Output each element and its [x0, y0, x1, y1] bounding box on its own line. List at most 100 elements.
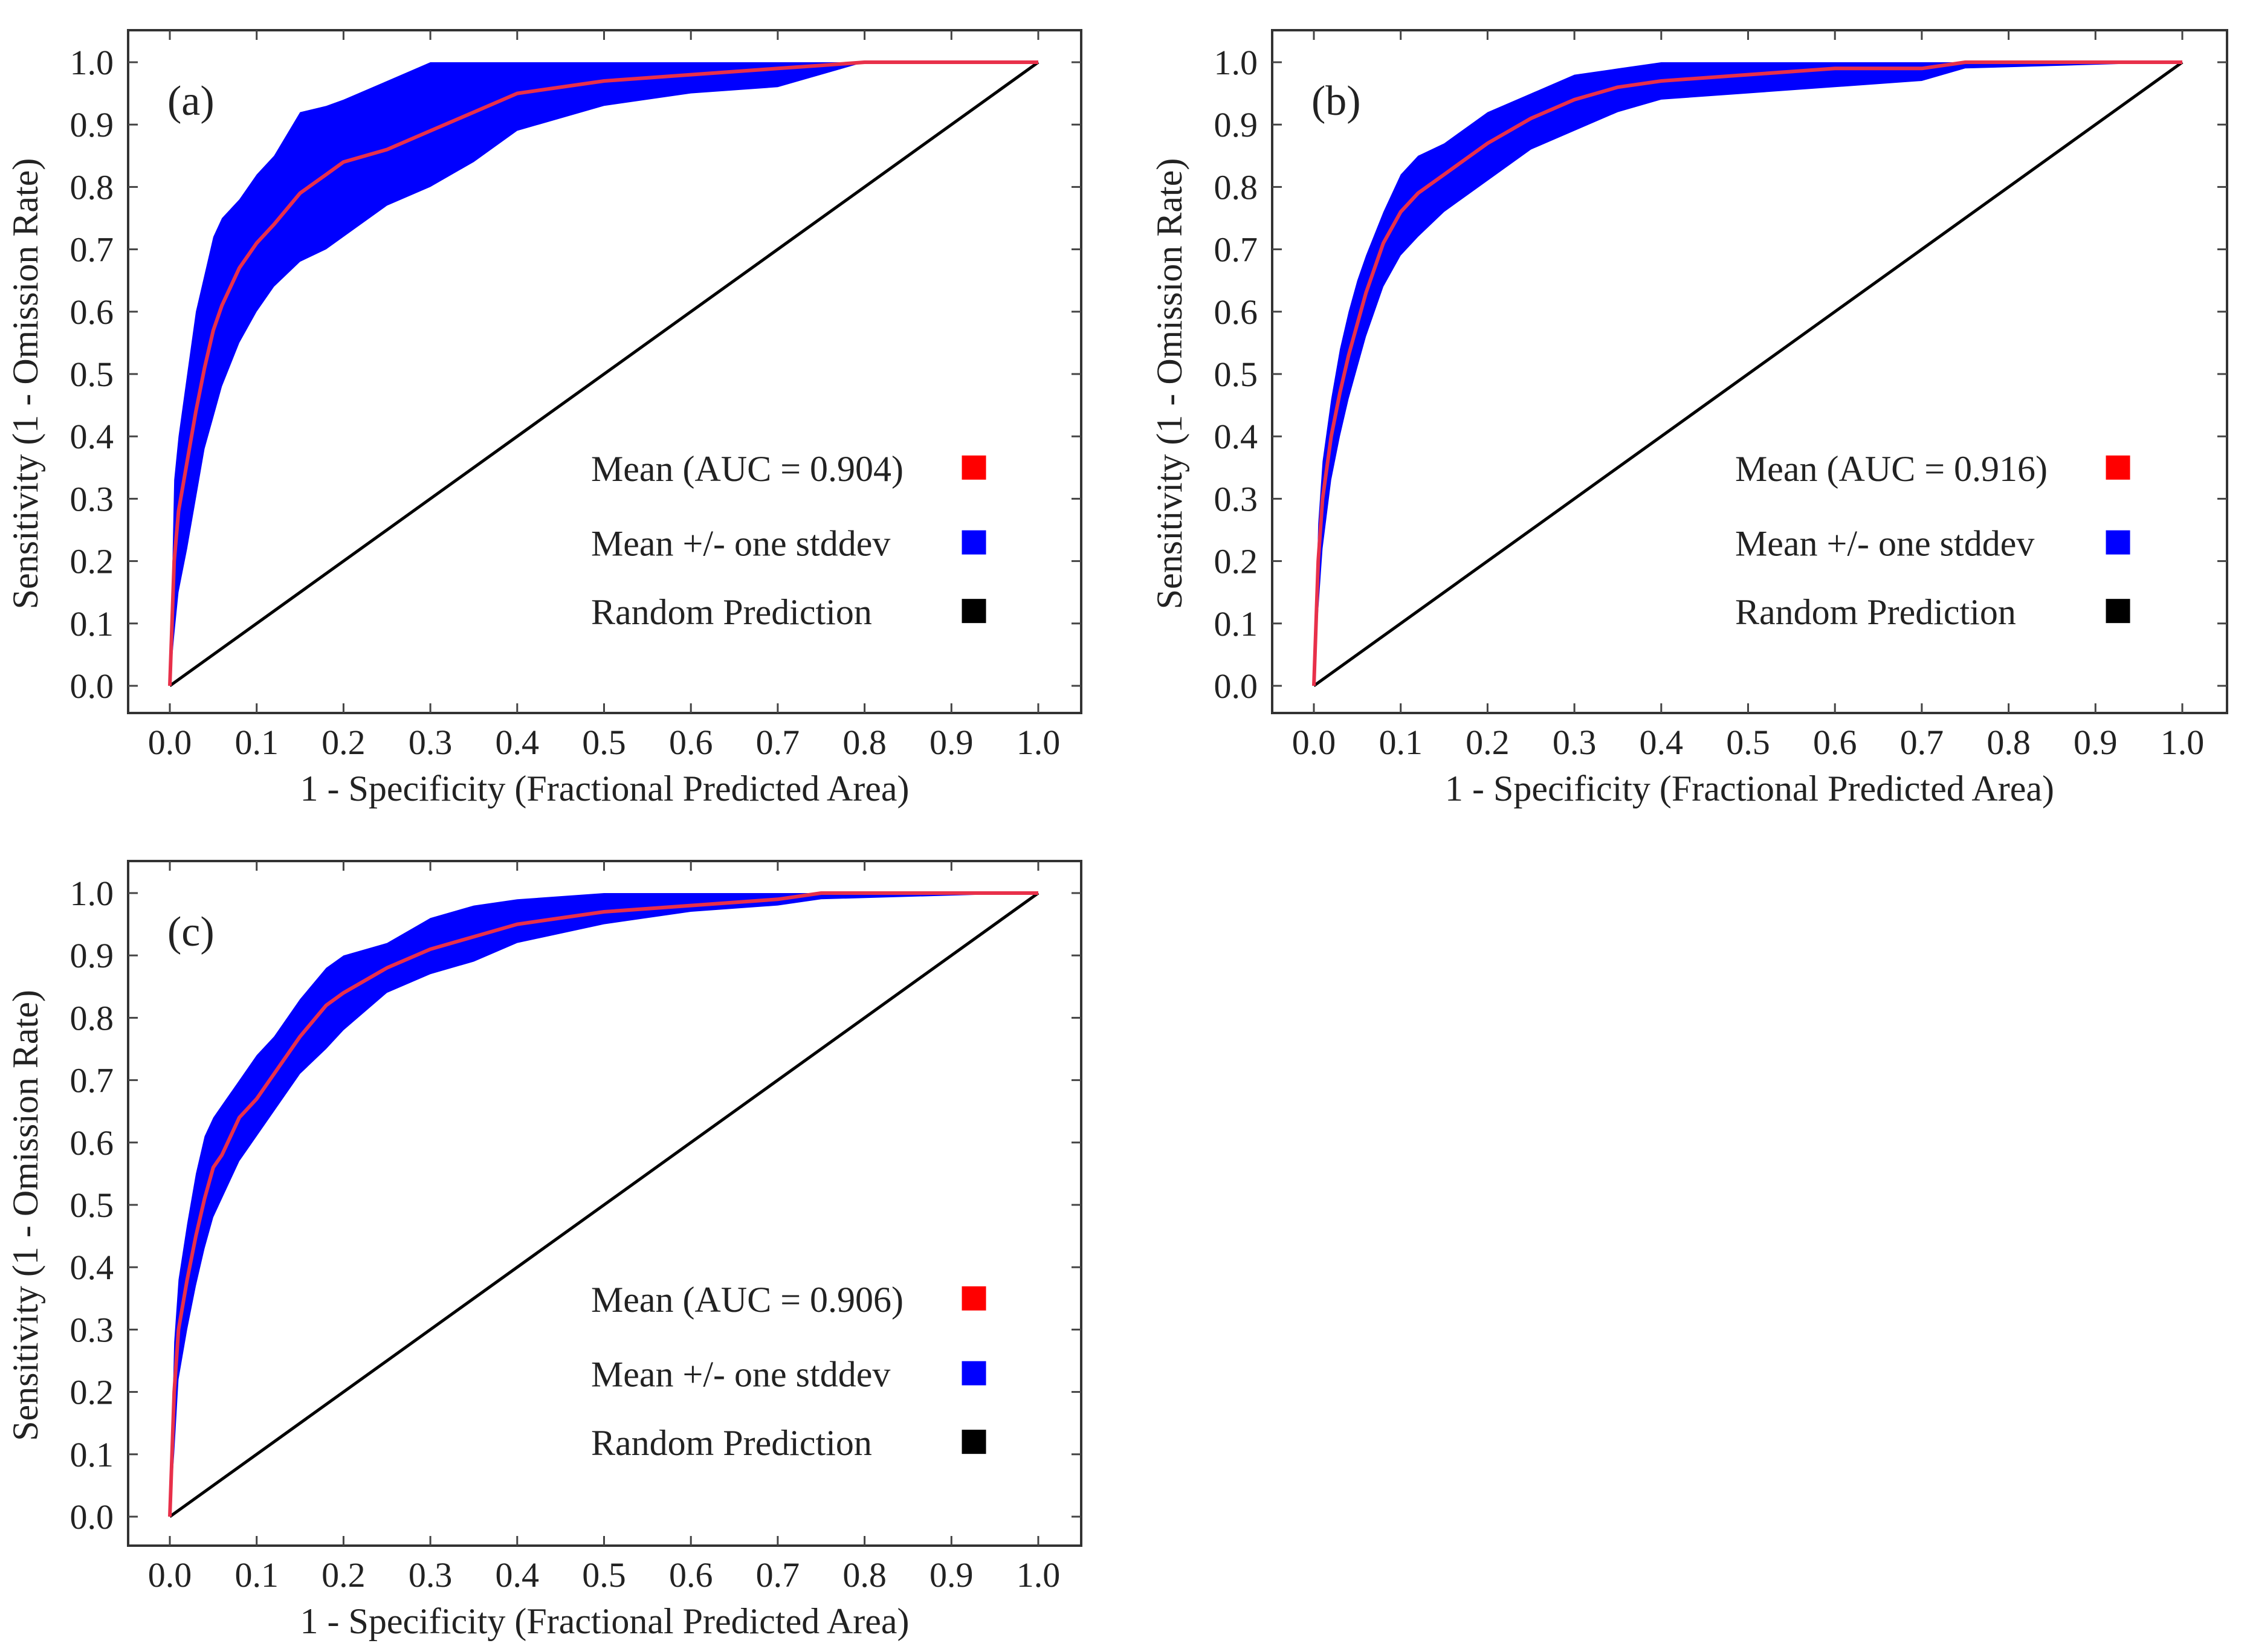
y-tick-label: 0.3 [1214, 479, 1258, 518]
x-tick-label: 0.4 [496, 723, 540, 762]
y-tick-label: 0.9 [70, 936, 114, 975]
legend-swatch [2106, 599, 2130, 624]
y-axis-label: Sensitivity (1 - Omission Rate) [1149, 158, 1189, 610]
random-prediction-line [169, 60, 1039, 688]
y-tick-label: 0.1 [70, 604, 114, 644]
x-tick-label: 0.6 [669, 723, 713, 762]
legend-label: Mean (AUC = 0.906) [591, 1280, 904, 1320]
x-tick-label: 1.0 [1017, 723, 1061, 762]
legend-label: Mean +/- one stddev [1735, 524, 2034, 564]
legend-swatch [962, 1361, 986, 1386]
legend-swatch [2106, 530, 2130, 555]
legend-label: Random Prediction [591, 592, 872, 632]
x-tick-label: 0.4 [496, 1555, 540, 1595]
y-tick-label: 0.5 [70, 355, 114, 394]
y-tick-label: 0.7 [70, 230, 114, 269]
mean-roc-line [1312, 60, 2182, 686]
x-tick-label: 0.7 [756, 723, 800, 762]
random-prediction-line [1313, 60, 2184, 688]
x-tick-label: 0.3 [409, 1555, 453, 1595]
y-axis-label: Sensitivity (1 - Omission Rate) [5, 990, 45, 1441]
x-tick-label: 1.0 [1017, 1555, 1061, 1595]
chart-panel-c: 0.0 0.1 0.2 0.3 0.4 0.5 0.6 0.7 0.8 0.9 1.0 0.0 0.1 0… [5, 860, 1082, 1641]
x-tick-label: 0.1 [1379, 723, 1423, 762]
y-tick-label: 0.4 [70, 417, 114, 456]
legend-label: Random Prediction [1735, 592, 2016, 632]
x-tick-label: 0.1 [234, 1555, 279, 1595]
x-tick-label: 0.6 [669, 1555, 713, 1595]
x-tick-label: 0.0 [148, 723, 192, 762]
y-tick-label: 0.2 [70, 1373, 114, 1412]
y-tick-label: 1.0 [1214, 43, 1258, 82]
y-tick-label: 0.4 [70, 1248, 114, 1287]
y-tick-label: 0.6 [70, 292, 114, 332]
x-axis-label: 1 - Specificity (Fractional Predicted Ar… [1445, 769, 2054, 808]
legend-label: Mean +/- one stddev [591, 1355, 890, 1395]
y-tick-label: 1.0 [70, 874, 114, 913]
y-tick-label: 0.8 [70, 998, 114, 1037]
y-tick-label: 0.1 [70, 1435, 114, 1474]
y-tick-label: 0.4 [1214, 417, 1258, 456]
y-tick-label: 0.9 [1214, 105, 1258, 144]
chart-panel-b: 0.0 0.1 0.2 0.3 0.4 0.5 0.6 0.7 0.8 0.9 1.0 0.0 0.1 0… [1149, 29, 2228, 808]
panel-label: (b) [1311, 78, 1361, 124]
y-tick-label: 0.8 [1214, 167, 1258, 207]
y-tick-label: 0.2 [1214, 542, 1258, 581]
y-tick-label: 0.6 [70, 1123, 114, 1163]
x-tick-label: 0.2 [322, 1555, 366, 1595]
x-tick-label: 0.0 [148, 1555, 192, 1595]
legend-swatch [962, 530, 986, 555]
legend-label: Random Prediction [591, 1423, 872, 1463]
legend-swatch [962, 1286, 986, 1311]
x-tick-label: 1.0 [2161, 723, 2205, 762]
x-tick-label: 0.8 [1987, 723, 2031, 762]
y-tick-label: 0.0 [70, 666, 114, 706]
x-tick-label: 0.5 [582, 1555, 626, 1595]
legend-label: Mean (AUC = 0.916) [1735, 449, 2048, 489]
random-prediction-line [169, 891, 1039, 1518]
x-tick-label: 0.9 [929, 723, 974, 762]
panel-label: (c) [167, 909, 215, 955]
legend-swatch [2106, 455, 2130, 480]
y-axis-label: Sensitivity (1 - Omission Rate) [5, 158, 45, 610]
x-tick-label: 0.2 [1466, 723, 1510, 762]
x-tick-label: 0.6 [1813, 723, 1857, 762]
x-tick-label: 0.8 [842, 1555, 887, 1595]
legend-swatch [962, 1430, 986, 1454]
y-tick-label: 0.3 [70, 479, 114, 518]
y-tick-label: 0.7 [1214, 230, 1258, 269]
y-tick-label: 0.5 [1214, 355, 1258, 394]
y-tick-label: 0.3 [70, 1310, 114, 1349]
legend-swatch [962, 599, 986, 624]
x-axis-label: 1 - Specificity (Fractional Predicted Ar… [300, 769, 910, 808]
x-tick-label: 0.5 [582, 723, 626, 762]
legend-label: Mean (AUC = 0.904) [591, 449, 904, 489]
y-tick-label: 1.0 [70, 43, 114, 82]
x-tick-label: 0.9 [2074, 723, 2118, 762]
y-tick-label: 0.6 [1214, 292, 1258, 332]
panel-label: (a) [167, 78, 215, 124]
x-tick-label: 0.1 [234, 723, 279, 762]
y-tick-label: 0.1 [1214, 604, 1258, 644]
y-tick-label: 0.2 [70, 542, 114, 581]
y-tick-label: 0.5 [70, 1186, 114, 1225]
y-tick-label: 0.0 [1214, 666, 1258, 706]
chart-panel-a: 0.0 0.1 0.2 0.3 0.4 0.5 0.6 0.7 0.8 0.9 1.0 0.0 0.1 0… [5, 29, 1082, 808]
y-tick-label: 0.7 [70, 1061, 114, 1100]
x-tick-label: 0.3 [1553, 723, 1597, 762]
x-tick-label: 0.9 [929, 1555, 974, 1595]
mean-roc-line [168, 60, 1038, 686]
x-tick-label: 0.2 [322, 723, 366, 762]
legend-label: Mean +/- one stddev [591, 524, 890, 564]
mean-roc-line [168, 891, 1038, 1517]
x-tick-label: 0.8 [842, 723, 887, 762]
x-tick-label: 0.3 [409, 723, 453, 762]
x-tick-label: 0.7 [1900, 723, 1944, 762]
x-tick-label: 0.0 [1292, 723, 1336, 762]
y-tick-label: 0.8 [70, 167, 114, 207]
y-tick-label: 0.9 [70, 105, 114, 144]
x-tick-label: 0.5 [1726, 723, 1770, 762]
legend-swatch [962, 455, 986, 480]
x-axis-label: 1 - Specificity (Fractional Predicted Ar… [300, 1601, 910, 1641]
